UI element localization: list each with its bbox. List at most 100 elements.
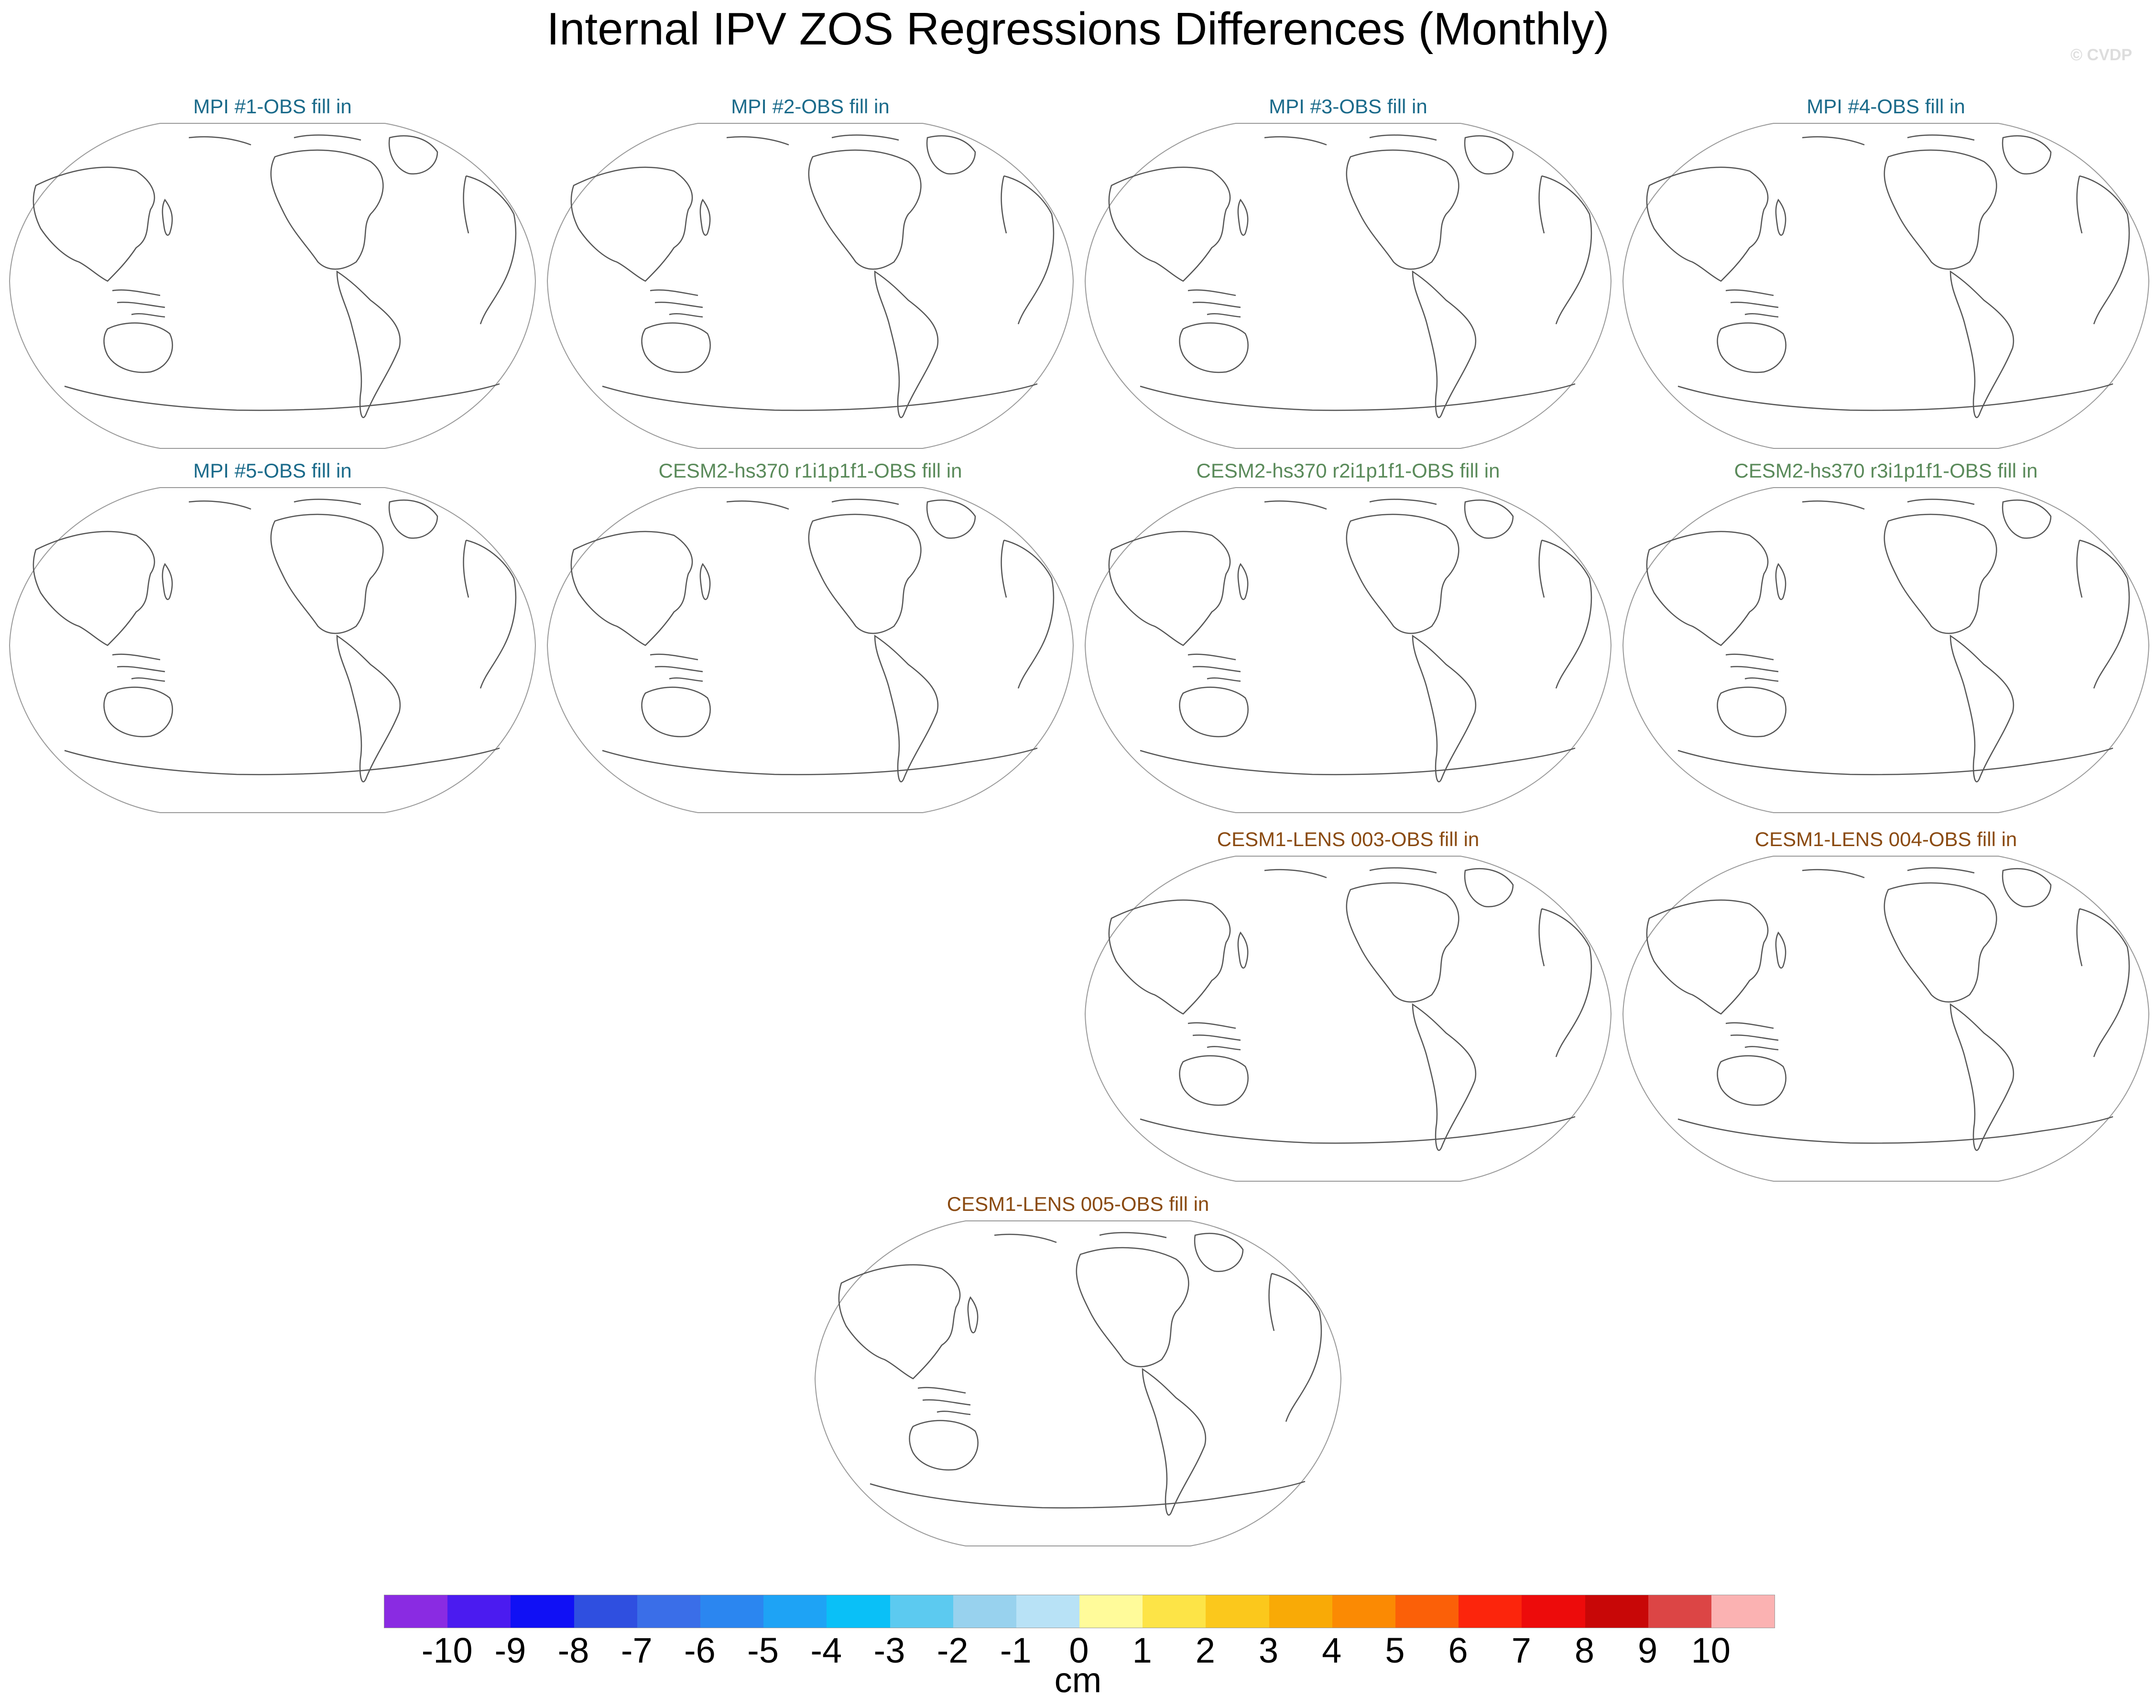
colorbar-label: -9 bbox=[494, 1631, 526, 1670]
colorbar-label: -8 bbox=[557, 1631, 589, 1670]
coast-north-america bbox=[1076, 1247, 1189, 1368]
world-map bbox=[1084, 487, 1612, 813]
coast-arctic bbox=[994, 1232, 1167, 1243]
map-panel: MPI #4-OBS fill in bbox=[1621, 95, 2151, 459]
coast-antarctica bbox=[1140, 1116, 1576, 1144]
colorbar-label: 3 bbox=[1258, 1631, 1279, 1670]
colorbar-label: -6 bbox=[684, 1631, 716, 1670]
coast-australia bbox=[1717, 322, 1786, 373]
colorbar-swatch bbox=[890, 1595, 953, 1628]
coast-japan bbox=[1775, 563, 1786, 600]
colorbar-swatch bbox=[1269, 1595, 1332, 1628]
coast-south-america bbox=[1412, 634, 1477, 783]
map-panel: CESM2-hs370 r1i1p1f1-OBS fill in bbox=[545, 459, 1076, 823]
coast-indonesia bbox=[1725, 1022, 1779, 1051]
coast-arctic bbox=[726, 499, 899, 510]
map-frame bbox=[814, 1220, 1342, 1546]
coast-africa bbox=[2076, 908, 2130, 1057]
coast-south-america bbox=[1949, 634, 2014, 783]
coast-japan bbox=[1775, 931, 1786, 969]
coast-antarctica bbox=[64, 383, 500, 411]
colorbar-swatch bbox=[700, 1595, 764, 1628]
coast-indonesia bbox=[1187, 653, 1241, 682]
map-frame bbox=[9, 123, 536, 449]
coast-north-america bbox=[270, 513, 384, 634]
colorbar-swatch bbox=[827, 1595, 890, 1628]
coast-australia bbox=[1717, 1055, 1786, 1106]
coast-greenland bbox=[2002, 868, 2052, 908]
colorbar-swatch bbox=[1395, 1595, 1459, 1628]
map-panel: CESM1-LENS 003-OBS fill in bbox=[1083, 828, 1613, 1192]
coast-japan bbox=[162, 563, 173, 600]
coast-antarctica bbox=[602, 383, 1038, 411]
coast-asia bbox=[1108, 166, 1231, 282]
coast-asia bbox=[570, 531, 693, 646]
colorbar-label: -2 bbox=[936, 1631, 969, 1670]
coast-north-america bbox=[1884, 513, 1997, 634]
coast-africa bbox=[463, 539, 517, 689]
world-map bbox=[546, 487, 1074, 813]
panel-title: MPI #4-OBS fill in bbox=[1807, 95, 1965, 118]
coast-north-america bbox=[1884, 882, 1997, 1003]
coast-south-america bbox=[1949, 1003, 2014, 1151]
colorbar-label: 1 bbox=[1132, 1631, 1152, 1670]
coast-asia bbox=[1646, 531, 1769, 646]
colorbar-swatch bbox=[1206, 1595, 1269, 1628]
colorbar-label: -1 bbox=[1000, 1631, 1032, 1670]
main-title: Internal IPV ZOS Regressions Differences… bbox=[546, 3, 1610, 54]
watermark: © CVDP bbox=[2070, 46, 2132, 64]
colorbar-label: -4 bbox=[810, 1631, 842, 1670]
coast-antarctica bbox=[870, 1480, 1306, 1509]
map-panel: MPI #1-OBS fill in bbox=[7, 95, 538, 459]
map-panel: MPI #2-OBS fill in bbox=[545, 95, 1076, 459]
colorbar-swatch bbox=[637, 1595, 700, 1628]
coast-antarctica bbox=[1677, 383, 2113, 411]
coast-japan bbox=[1237, 198, 1249, 236]
map-panel: CESM1-LENS 005-OBS fill in bbox=[813, 1193, 1343, 1556]
colorbar-swatch bbox=[1016, 1595, 1080, 1628]
coast-asia bbox=[1108, 531, 1231, 646]
coast-indonesia bbox=[1725, 289, 1779, 318]
panel-title: CESM2-hs370 r3i1p1f1-OBS fill in bbox=[1734, 459, 2038, 482]
coast-antarctica bbox=[1140, 747, 1576, 775]
coast-australia bbox=[103, 322, 173, 373]
colorbar-swatch bbox=[1459, 1595, 1522, 1628]
coast-antarctica bbox=[602, 747, 1038, 775]
colorbar-swatch bbox=[1143, 1595, 1206, 1628]
panel-title: MPI #1-OBS fill in bbox=[193, 95, 352, 118]
map-frame bbox=[1622, 123, 2150, 449]
coast-africa bbox=[463, 175, 517, 325]
coast-greenland bbox=[1464, 500, 1514, 539]
colorbar-label: 9 bbox=[1638, 1631, 1658, 1670]
colorbar-label: 10 bbox=[1691, 1631, 1731, 1670]
coast-japan bbox=[162, 198, 173, 236]
coast-indonesia bbox=[650, 289, 703, 318]
coast-south-america bbox=[1412, 1003, 1477, 1151]
coast-asia bbox=[838, 1264, 961, 1380]
coast-arctic bbox=[1264, 134, 1437, 146]
coast-antarctica bbox=[1677, 747, 2113, 775]
colorbar-swatch bbox=[511, 1595, 574, 1628]
world-map bbox=[814, 1220, 1342, 1546]
panel-title: CESM1-LENS 003-OBS fill in bbox=[1217, 828, 1480, 850]
coast-south-america bbox=[336, 270, 401, 418]
world-map bbox=[1622, 856, 2150, 1182]
panel-title: CESM1-LENS 005-OBS fill in bbox=[947, 1193, 1209, 1215]
coast-australia bbox=[1179, 686, 1249, 738]
colorbar-labels: -10 -9 -8 -7 -6 -5 -4 -3 -2 -1 0 1 2 3 4 5 6 7 8 9 10 bbox=[384, 1630, 1774, 1670]
panel-title: MPI #3-OBS fill in bbox=[1269, 95, 1427, 118]
colorbar-label: 0 bbox=[1069, 1631, 1089, 1670]
colorbar-label: -5 bbox=[747, 1631, 779, 1670]
panel-title: MPI #2-OBS fill in bbox=[731, 95, 890, 118]
coast-asia bbox=[570, 166, 693, 282]
coast-africa bbox=[1538, 175, 1592, 325]
coast-greenland bbox=[1464, 135, 1514, 175]
coast-africa bbox=[1538, 908, 1592, 1057]
coast-south-america bbox=[874, 634, 939, 783]
map-frame bbox=[546, 487, 1074, 813]
colorbar-swatch bbox=[384, 1595, 448, 1628]
coast-north-america bbox=[808, 513, 922, 634]
colorbar-swatch bbox=[1079, 1595, 1143, 1628]
coast-japan bbox=[699, 563, 711, 600]
panel-title: CESM1-LENS 004-OBS fill in bbox=[1754, 828, 2017, 850]
